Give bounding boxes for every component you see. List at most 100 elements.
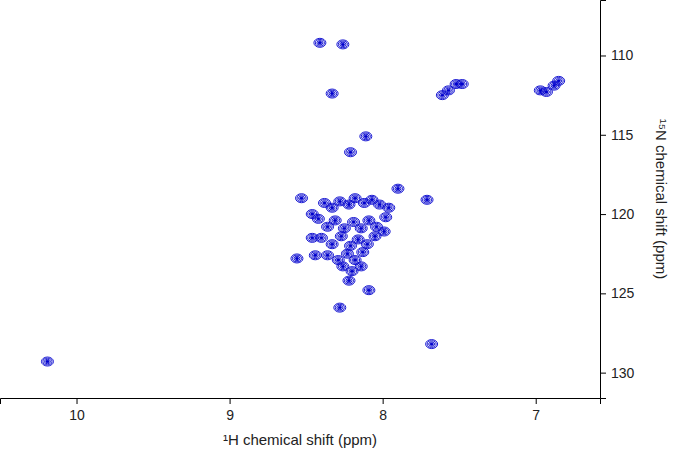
contour-level (320, 237, 323, 239)
y-tick-mark (600, 293, 606, 294)
contour-level (377, 202, 383, 206)
peak (349, 194, 361, 203)
x-axis-title: ¹H chemical shift (ppm) (223, 431, 377, 448)
contour-level (326, 254, 329, 256)
contour-level (386, 206, 392, 210)
contour-level (328, 90, 337, 97)
peak (392, 184, 404, 193)
contour-level (378, 203, 381, 205)
contour-level (458, 81, 467, 88)
peak (352, 235, 364, 244)
y-tick-mark (600, 55, 606, 56)
contour-level (340, 235, 343, 237)
peak (345, 148, 357, 157)
contour-level (344, 277, 353, 284)
contour-level (325, 253, 331, 257)
contour-level (43, 358, 52, 365)
y-tick-label: 120 (611, 206, 635, 222)
peak (335, 232, 347, 241)
contour-level (300, 197, 303, 199)
peak (383, 203, 395, 212)
contour-level (396, 187, 399, 189)
x-tick-mark (230, 398, 231, 404)
contour-level (331, 92, 334, 94)
x-tick: 10 (69, 398, 85, 423)
contour-level (429, 342, 435, 346)
peak (363, 286, 375, 295)
contour-level (554, 78, 563, 85)
y-tick: 110 (600, 47, 634, 63)
contour-level (341, 265, 344, 267)
peak (343, 276, 355, 285)
peak (322, 251, 334, 260)
peak (355, 224, 367, 233)
x-tick-mark (383, 398, 384, 404)
contour-level (340, 42, 346, 46)
contour-level (348, 244, 354, 248)
contour-level (556, 79, 562, 83)
contour-level (335, 258, 341, 262)
contour-level (346, 253, 349, 255)
peak (378, 227, 390, 236)
contour-level (364, 287, 373, 294)
contour-level (358, 249, 367, 256)
contour-level (337, 259, 340, 261)
contour-level (308, 211, 317, 218)
contour-level (315, 40, 324, 47)
contour-level (338, 234, 344, 238)
contour-level (374, 225, 380, 229)
contour-level (357, 238, 360, 240)
contour-level (309, 212, 315, 216)
peak (306, 210, 318, 219)
peak (329, 216, 341, 225)
contour-level (346, 202, 352, 206)
contour-level (543, 90, 549, 94)
peak (426, 340, 438, 349)
contour-level (364, 217, 373, 224)
contour-level (361, 251, 364, 253)
peak (318, 198, 330, 207)
peak (309, 251, 321, 260)
contour-level (352, 196, 358, 200)
contour-level (347, 279, 350, 281)
contour-level (447, 89, 450, 91)
contour-level (334, 219, 337, 221)
peak (355, 262, 367, 271)
contour-level (346, 278, 352, 282)
contour-level (366, 288, 372, 292)
contour-level (340, 264, 346, 268)
contour-level (383, 215, 389, 219)
contour-level (323, 223, 332, 230)
contour-level (364, 135, 367, 137)
peak (374, 200, 386, 209)
contour-level (348, 268, 357, 275)
contour-level (350, 270, 353, 272)
contour-level (363, 202, 366, 204)
contour-level (323, 252, 332, 259)
peak (553, 76, 565, 85)
contour-level (338, 200, 341, 202)
contour-level (317, 218, 320, 220)
chart: 10987110115120125130¹H chemical shift (p… (0, 0, 679, 453)
peak (41, 357, 53, 366)
x-tick: 7 (532, 398, 540, 423)
contour-level (445, 88, 451, 92)
contour-level (346, 242, 355, 249)
x-tick-label: 7 (532, 407, 540, 423)
contour-level (331, 217, 340, 224)
contour-level (328, 241, 337, 248)
contour-level (360, 227, 363, 229)
contour-level (367, 219, 370, 221)
contour-level (366, 243, 369, 245)
contour-level (343, 250, 352, 257)
contour-level (349, 245, 352, 247)
contour-level (441, 94, 444, 96)
contour-level (351, 195, 360, 202)
peak (315, 233, 327, 242)
contour-level (444, 87, 453, 94)
contour-level (384, 216, 387, 218)
y-tick: 125 (600, 285, 635, 301)
contour-level (364, 242, 370, 246)
y-tick-mark (600, 373, 606, 374)
contour-level (338, 263, 347, 270)
